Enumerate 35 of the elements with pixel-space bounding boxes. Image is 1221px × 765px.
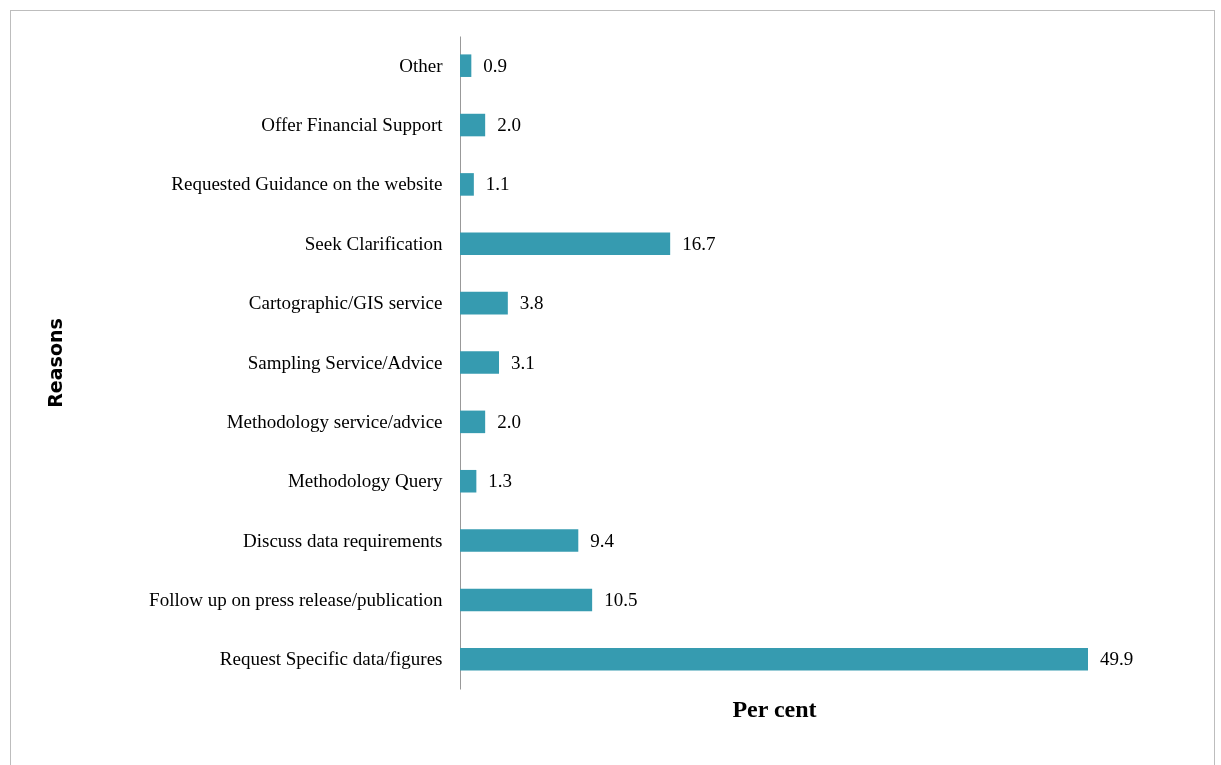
y-tick-label: Requested Guidance on the website xyxy=(171,173,443,195)
y-tick-label: Other xyxy=(399,54,444,76)
y-tick-label: Sampling Service/Advice xyxy=(247,351,443,373)
bar xyxy=(460,648,1088,671)
bar xyxy=(460,588,593,612)
bar xyxy=(460,113,486,137)
x-axis-title: Per cent xyxy=(732,695,817,722)
bar xyxy=(460,410,486,434)
bar xyxy=(460,173,474,196)
data-label: 10.5 xyxy=(604,588,638,610)
y-tick-label: Offer Financial Support xyxy=(261,114,444,136)
y-tick-label: Cartographic/GIS service xyxy=(248,292,443,314)
data-label: 1.3 xyxy=(488,470,513,492)
data-label: 3.1 xyxy=(511,351,535,373)
y-tick-label: Methodology Query xyxy=(287,470,443,492)
data-label: 2.0 xyxy=(497,114,521,136)
y-tick-label: Methodology service/advice xyxy=(226,410,443,432)
bar xyxy=(460,351,500,374)
y-tick-label: Follow up on press release/publication xyxy=(149,588,443,610)
bar xyxy=(460,291,508,315)
data-label: 2.0 xyxy=(497,410,521,432)
data-label: 0.9 xyxy=(483,54,508,76)
data-label: 49.9 xyxy=(1100,648,1134,670)
bar xyxy=(460,469,477,493)
y-tick-label: Request Specific data/figures xyxy=(219,648,443,670)
data-label: 16.7 xyxy=(682,232,716,254)
y-axis-title: Reasons xyxy=(43,318,66,408)
data-label: 9.4 xyxy=(590,529,615,551)
y-tick-label: Seek Clarification xyxy=(304,232,443,254)
y-tick-label: Discuss data requirements xyxy=(243,529,443,551)
bar xyxy=(460,232,671,256)
bar xyxy=(460,54,472,77)
data-label: 3.8 xyxy=(519,292,544,314)
data-label: 1.1 xyxy=(485,173,510,195)
bar xyxy=(460,529,579,552)
